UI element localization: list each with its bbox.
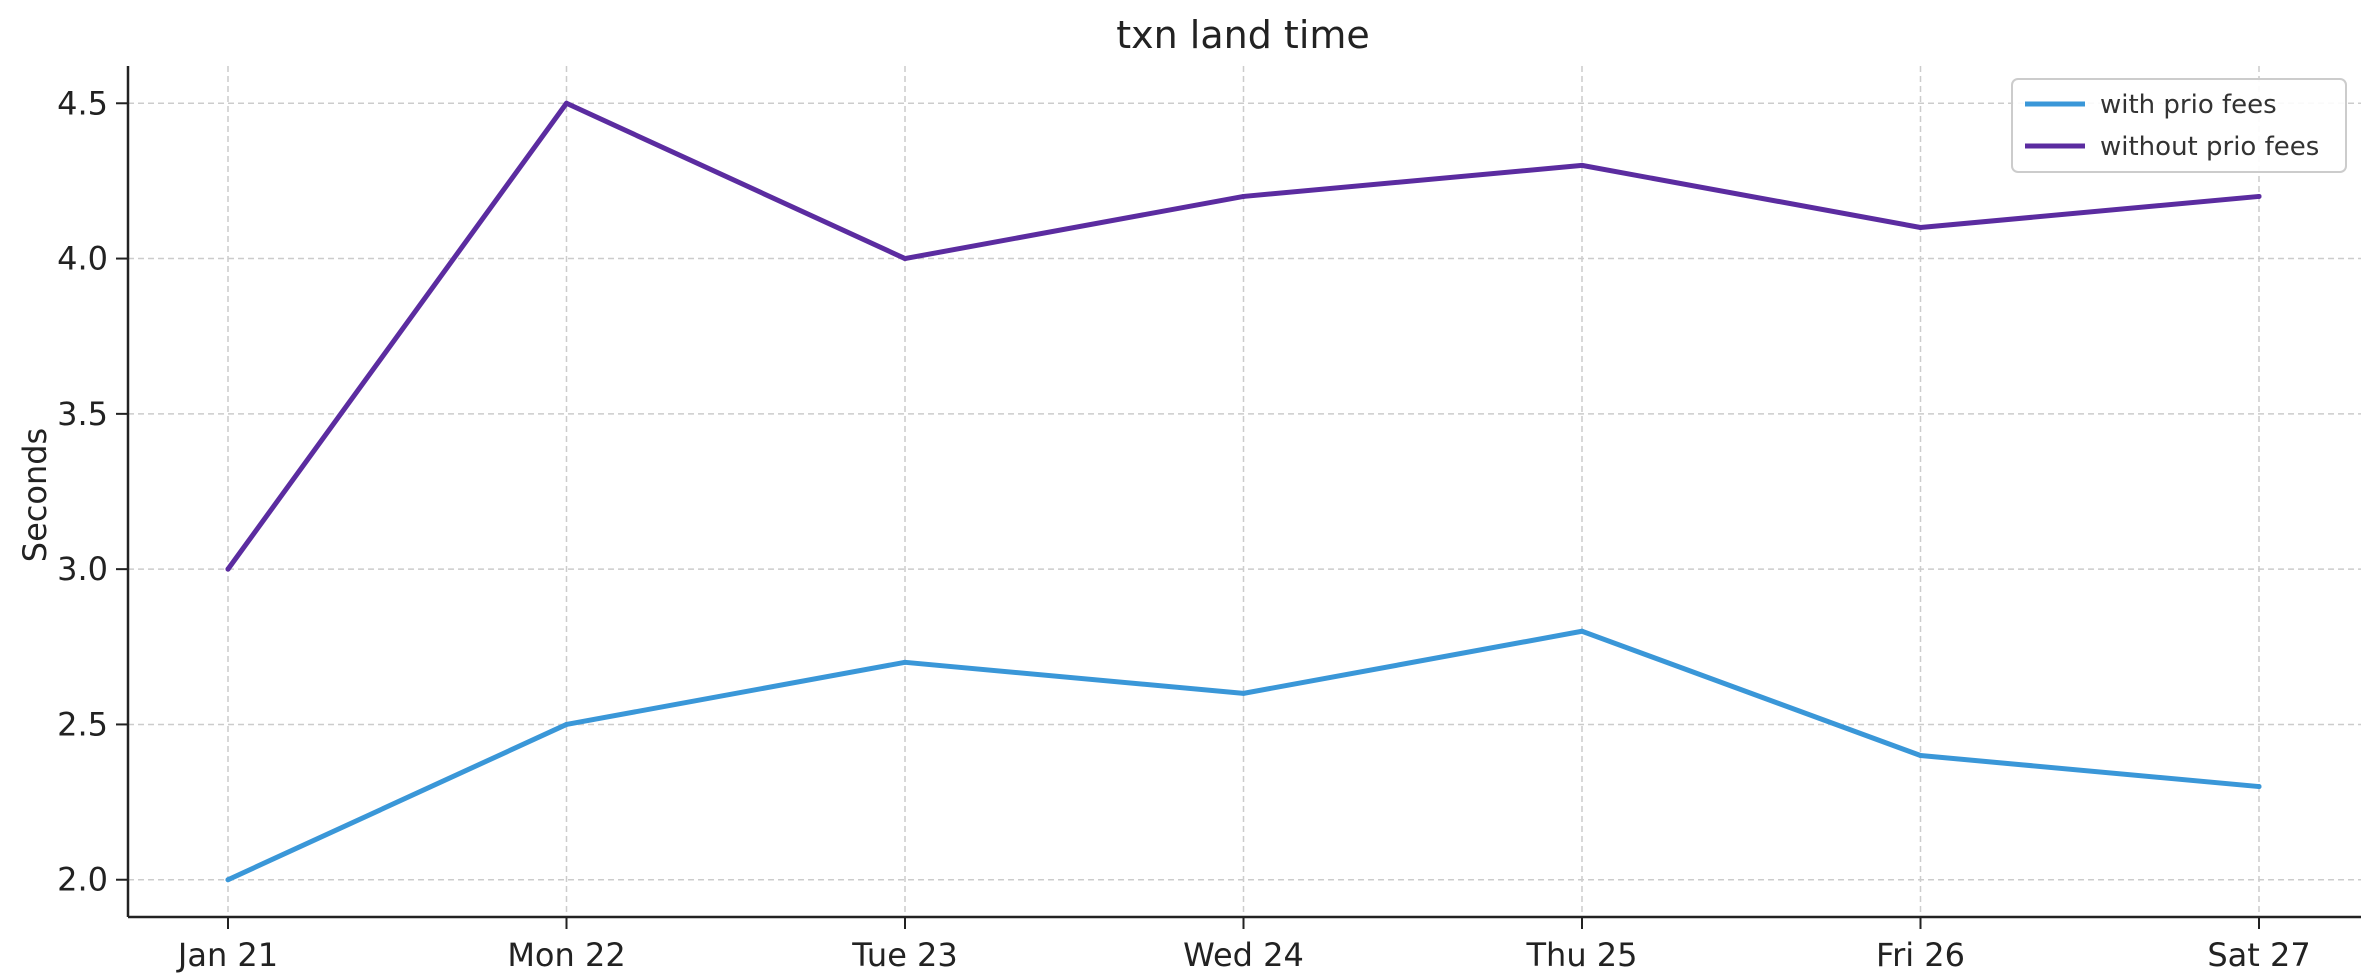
data-point-without-prio-fees xyxy=(225,566,231,572)
x-tick-labels: Jan 21 Mon 22 Tue 23 Wed 24 Thu 25 Fri 26 Sat … xyxy=(176,936,2311,974)
data-point-with-prio-fees xyxy=(1579,628,1585,634)
data-point-without-prio-fees xyxy=(1918,225,1923,231)
chart-title: txn land time xyxy=(1116,13,1370,57)
legend: with prio fees without prio fees xyxy=(2011,78,2347,173)
data-point-without-prio-fees xyxy=(1579,162,1585,168)
y-tick-label: 4.0 xyxy=(57,240,108,278)
y-tick-label: 3.5 xyxy=(57,395,108,433)
x-tick-label: Tue 23 xyxy=(851,936,958,974)
legend-frame xyxy=(2011,78,2347,173)
legend-label-without-prio-fees: without prio fees xyxy=(2100,132,2319,162)
data-point-without-prio-fees xyxy=(902,256,908,262)
x-tick-label: Fri 26 xyxy=(1876,936,1965,974)
data-point-with-prio-fees xyxy=(902,659,908,665)
axes xyxy=(116,66,2361,929)
data-point-without-prio-fees xyxy=(1241,193,1246,199)
y-tick-label: 2.0 xyxy=(57,861,108,899)
y-tick-label: 2.5 xyxy=(57,705,108,743)
y-tick-labels: 2.0 2.5 3.0 3.5 4.0 4.5 xyxy=(57,84,108,898)
x-tick-label: Thu 25 xyxy=(1526,936,1638,974)
series-lines xyxy=(225,100,2262,883)
data-point-without-prio-fees xyxy=(564,100,569,106)
y-axis-label: Seconds xyxy=(16,428,54,562)
x-tick-label: Jan 21 xyxy=(176,936,278,974)
x-tick-label: Sat 27 xyxy=(2207,936,2310,974)
legend-label-with-prio-fees: with prio fees xyxy=(2100,90,2277,120)
y-tick-label: 4.5 xyxy=(57,84,108,122)
data-point-with-prio-fees xyxy=(1241,690,1246,696)
data-point-with-prio-fees xyxy=(564,721,569,727)
data-point-with-prio-fees xyxy=(1918,752,1923,758)
data-point-with-prio-fees xyxy=(2256,784,2262,790)
data-point-without-prio-fees xyxy=(2256,193,2262,199)
data-point-with-prio-fees xyxy=(225,877,231,883)
x-tick-label: Wed 24 xyxy=(1183,936,1304,974)
x-tick-label: Mon 22 xyxy=(507,936,625,974)
y-tick-label: 3.0 xyxy=(57,550,108,588)
grid-lines xyxy=(128,66,2361,917)
